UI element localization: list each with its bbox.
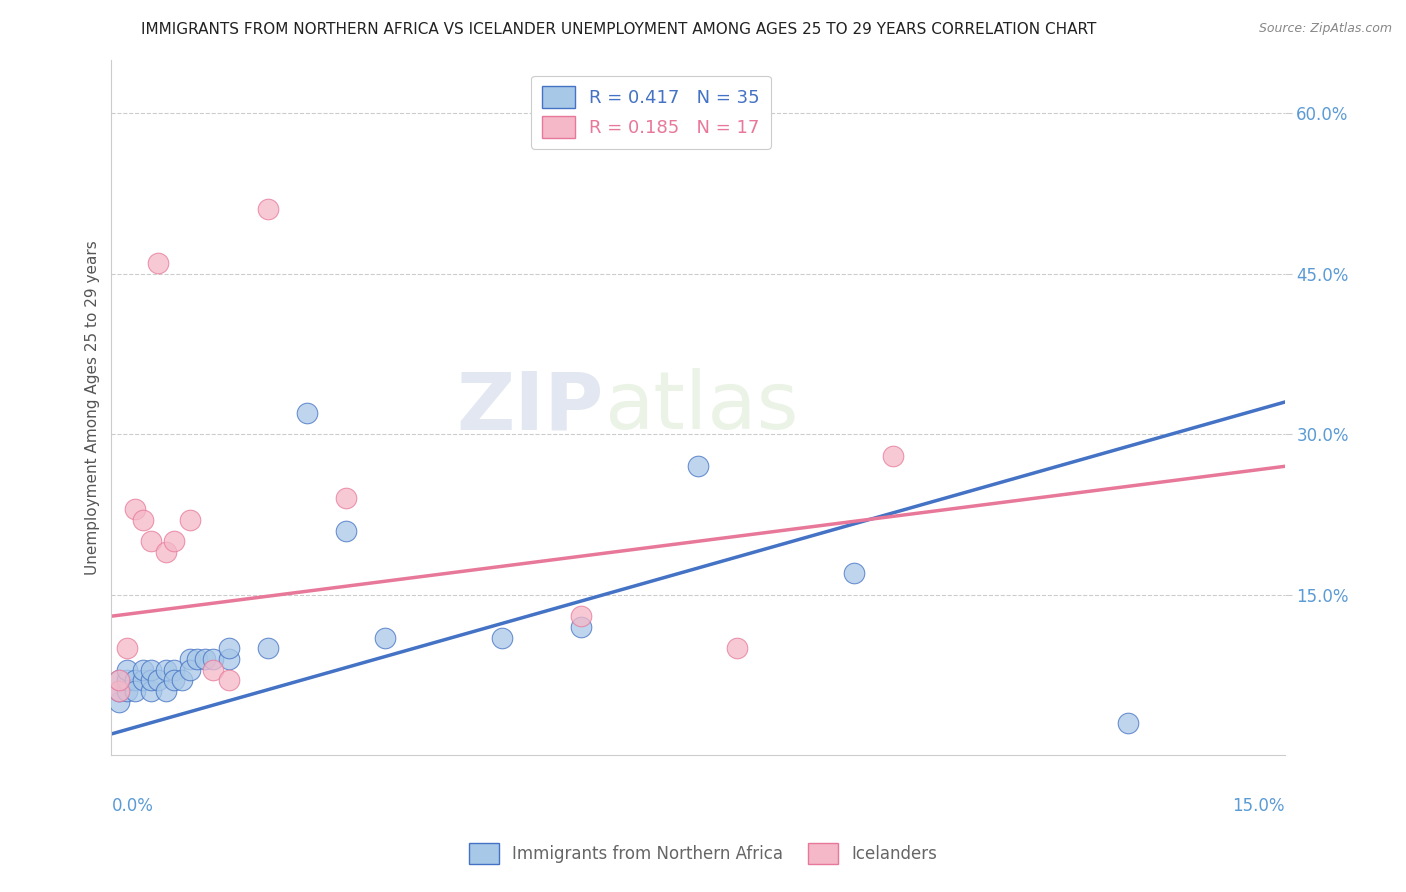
Point [115,663,138,677]
Point [335,491,357,506]
Point [882,449,904,463]
Point [179,652,201,666]
Point [108,684,131,698]
Point [108,673,131,688]
Point [115,673,138,688]
Point [1116,716,1139,731]
Point [218,641,240,656]
Point [194,652,217,666]
Point [844,566,866,581]
Point [163,663,186,677]
Point [148,256,170,270]
Point [131,673,153,688]
Point [115,641,138,656]
Point [569,620,592,634]
Legend: Immigrants from Northern Africa, Icelanders: Immigrants from Northern Africa, Iceland… [463,837,943,871]
Point [155,663,177,677]
Legend: R = 0.417   N = 35, R = 0.185   N = 17: R = 0.417 N = 35, R = 0.185 N = 17 [531,76,770,149]
Point [170,673,193,688]
Point [202,652,225,666]
Point [124,502,146,516]
Point [218,673,240,688]
Point [139,673,162,688]
Point [131,513,153,527]
Point [108,673,131,688]
Text: atlas: atlas [605,368,799,447]
Point [218,652,240,666]
Point [139,663,162,677]
Text: Source: ZipAtlas.com: Source: ZipAtlas.com [1258,22,1392,36]
Point [186,652,208,666]
Text: IMMIGRANTS FROM NORTHERN AFRICA VS ICELANDER UNEMPLOYMENT AMONG AGES 25 TO 29 YE: IMMIGRANTS FROM NORTHERN AFRICA VS ICELA… [141,22,1097,37]
Point [491,631,513,645]
Point [124,684,146,698]
Point [155,545,177,559]
Point [115,684,138,698]
Point [163,534,186,549]
Point [256,641,278,656]
Y-axis label: Unemployment Among Ages 25 to 29 years: Unemployment Among Ages 25 to 29 years [86,240,100,574]
Point [139,534,162,549]
Point [131,663,153,677]
Point [148,673,170,688]
Text: 15.0%: 15.0% [1232,797,1285,815]
Point [295,406,318,420]
Point [725,641,748,656]
Point [202,663,225,677]
Text: 0.0%: 0.0% [111,797,153,815]
Point [179,513,201,527]
Point [335,524,357,538]
Point [108,684,131,698]
Point [374,631,396,645]
Point [124,673,146,688]
Point [108,695,131,709]
Point [686,459,709,474]
Text: ZIP: ZIP [457,368,605,447]
Point [155,684,177,698]
Point [569,609,592,624]
Point [256,202,278,217]
Point [179,663,201,677]
Point [139,684,162,698]
Point [163,673,186,688]
